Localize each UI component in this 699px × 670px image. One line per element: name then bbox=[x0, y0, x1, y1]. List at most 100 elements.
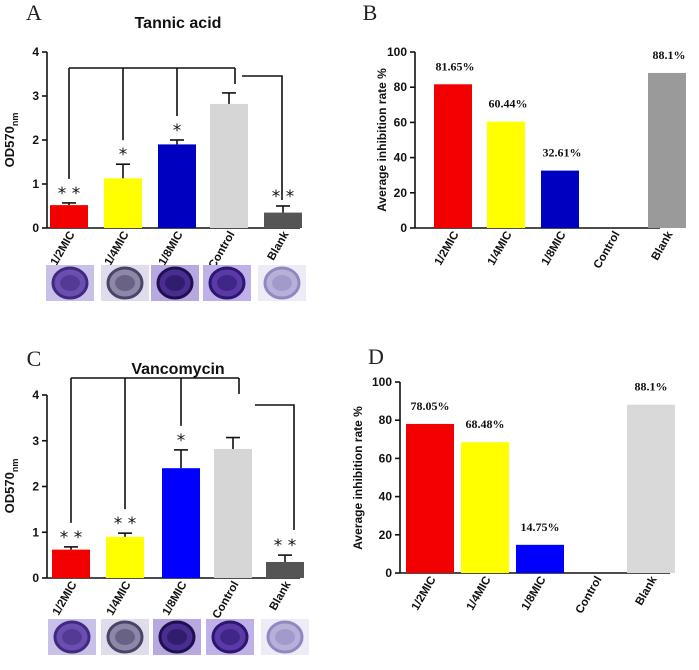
significance-marker: * * bbox=[60, 528, 82, 548]
y-tick-label: 0 bbox=[385, 566, 392, 580]
chart-title: Vancomycin bbox=[131, 361, 224, 378]
bar-1-2mic bbox=[52, 549, 90, 578]
x-tick-label: 1/8MIC bbox=[161, 580, 190, 618]
x-tick-label: 1/2MIC bbox=[433, 230, 462, 268]
x-tick-label: 1/4MIC bbox=[465, 575, 494, 613]
bar-1-4mic bbox=[487, 121, 525, 228]
chart-title: Tannic acid bbox=[135, 15, 222, 32]
well-image bbox=[101, 265, 149, 301]
bar-1-2mic bbox=[50, 205, 88, 228]
y-axis-label: OD570nm bbox=[2, 113, 20, 168]
panel-letter: B bbox=[363, 0, 378, 25]
well-image bbox=[151, 265, 199, 301]
x-tick-label: 1/2MIC bbox=[51, 580, 80, 618]
bar-1-8mic bbox=[516, 544, 564, 573]
x-tick-label: Control bbox=[574, 575, 605, 616]
bar-1-8mic bbox=[158, 144, 196, 228]
significance-marker: * bbox=[177, 431, 186, 451]
data-label: 78.05% bbox=[411, 399, 450, 413]
well-center bbox=[62, 629, 82, 645]
data-label: 60.44% bbox=[489, 97, 528, 111]
x-tick-label: 1/4MIC bbox=[486, 230, 515, 268]
significance-marker: * * bbox=[272, 187, 294, 207]
x-tick-label: Control bbox=[207, 230, 238, 271]
significance-marker: * bbox=[119, 145, 128, 165]
well-image bbox=[46, 265, 94, 301]
x-tick-label: Blank bbox=[266, 229, 292, 263]
well-image bbox=[261, 619, 309, 655]
y-axis-label-main: OD570 bbox=[2, 472, 17, 513]
y-tick-label: 1 bbox=[32, 525, 39, 539]
bar-1-2mic bbox=[434, 84, 472, 229]
significance-marker: * * bbox=[58, 184, 80, 204]
bar-1-8mic bbox=[162, 468, 200, 578]
well-center bbox=[60, 275, 80, 291]
y-axis-label-sub: nm bbox=[10, 459, 20, 473]
y-axis-label: OD570nm bbox=[2, 459, 20, 514]
well-image bbox=[101, 619, 149, 655]
chart-panel-d: D 0 20 40 60 80 100 Average inhibition rate % 78… bbox=[351, 344, 675, 616]
y-tick-label: 100 bbox=[372, 375, 392, 389]
well-center bbox=[115, 629, 135, 645]
x-tick-label: 1/2MIC bbox=[410, 575, 439, 613]
data-label: 88.1% bbox=[653, 48, 686, 62]
y-tick-label: 0 bbox=[32, 571, 39, 585]
y-tick-label: 20 bbox=[379, 528, 393, 542]
panel-letter: A bbox=[26, 0, 42, 25]
x-tick-label: Control bbox=[211, 580, 242, 621]
x-tick-label: Control bbox=[592, 230, 623, 271]
y-tick-label: 2 bbox=[32, 133, 39, 147]
bar-control bbox=[214, 448, 252, 578]
panel-letter: C bbox=[27, 346, 42, 371]
x-tick-label: Blank bbox=[650, 229, 676, 263]
bar-1-4mic bbox=[104, 178, 142, 228]
y-tick-label: 80 bbox=[379, 413, 393, 427]
comparison-bracket-blank bbox=[242, 75, 283, 200]
y-tick-label: 3 bbox=[32, 434, 39, 448]
well-center bbox=[115, 275, 135, 291]
y-axis-label: Average inhibition rate % bbox=[351, 406, 365, 550]
y-axis-label-sub: nm bbox=[10, 113, 20, 127]
bar-1-4mic bbox=[461, 442, 509, 573]
well-image bbox=[48, 619, 96, 655]
y-tick-label: 40 bbox=[379, 490, 393, 504]
x-tick-label: Blank bbox=[268, 579, 294, 613]
bar-control bbox=[210, 103, 248, 228]
well-center bbox=[275, 629, 295, 645]
well-image bbox=[258, 265, 306, 301]
x-tick-label: 1/8MIC bbox=[540, 230, 569, 268]
y-tick-label: 2 bbox=[32, 480, 39, 494]
bar-blank bbox=[648, 72, 686, 228]
bar-1-2mic bbox=[406, 423, 454, 573]
y-tick-label: 60 bbox=[379, 451, 393, 465]
well-center bbox=[165, 275, 185, 291]
data-label: 81.65% bbox=[436, 59, 475, 73]
significance-marker: * * bbox=[274, 536, 296, 556]
well-center bbox=[272, 275, 292, 291]
x-tick-label: Blank bbox=[634, 574, 660, 608]
well-image-row bbox=[48, 619, 309, 655]
well-image bbox=[203, 265, 251, 301]
well-image bbox=[206, 619, 254, 655]
y-tick-label: 80 bbox=[394, 80, 408, 94]
well-image bbox=[153, 619, 201, 655]
y-tick-label: 100 bbox=[387, 45, 407, 59]
data-label: 14.75% bbox=[521, 520, 560, 534]
x-tick-label: 1/4MIC bbox=[105, 580, 134, 618]
y-tick-label: 0 bbox=[32, 221, 39, 235]
x-tick-label: 1/8MIC bbox=[520, 575, 549, 613]
chart-panel-b: B 0 20 40 60 80 100 Average inhibition rate % 81… bbox=[363, 0, 686, 271]
x-tick-label: 1/4MIC bbox=[103, 230, 132, 268]
y-tick-label: 60 bbox=[394, 115, 408, 129]
y-axis-label: Average inhibition rate % bbox=[375, 68, 389, 212]
bar-blank bbox=[627, 404, 675, 573]
x-tick-label: 1/8MIC bbox=[157, 230, 186, 268]
y-tick-label: 20 bbox=[394, 186, 408, 200]
panel-letter: D bbox=[368, 344, 384, 369]
bar-blank bbox=[266, 561, 304, 578]
data-label: 88.1% bbox=[635, 380, 668, 394]
comparison-bracket-blank bbox=[255, 404, 295, 530]
y-axis-label-main: OD570 bbox=[2, 126, 17, 167]
y-tick-label: 1 bbox=[32, 177, 39, 191]
